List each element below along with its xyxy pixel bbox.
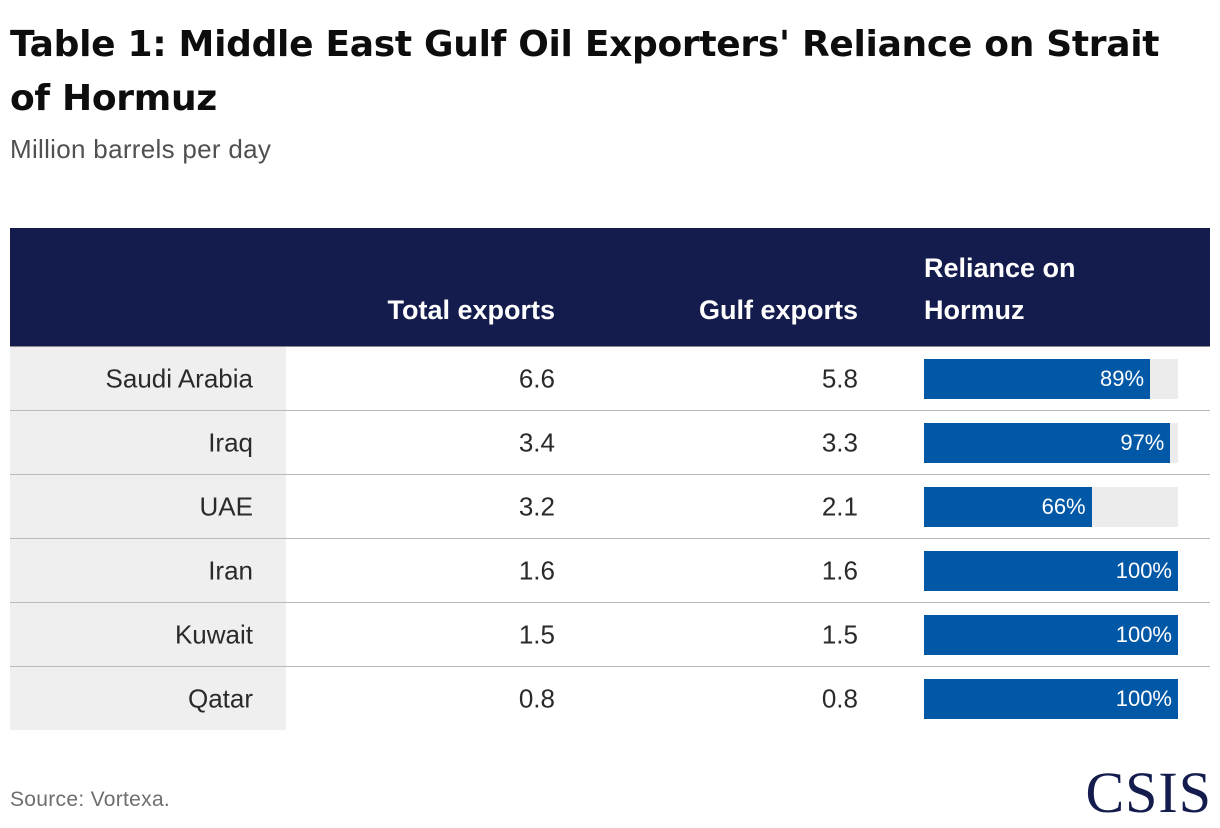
table-row: Kuwait 1.5 1.5 100% xyxy=(10,603,1210,667)
total-exports-value: 6.6 xyxy=(518,363,555,393)
table-row: Saudi Arabia 6.6 5.8 89% xyxy=(10,347,1210,411)
source-note: Source: Vortexa. xyxy=(10,788,171,811)
total-exports-value: 1.6 xyxy=(518,555,555,585)
reliance-bar-track: 66% xyxy=(924,486,1178,527)
country-cell: Iran xyxy=(10,539,286,602)
table-row: Iran 1.6 1.6 100% xyxy=(10,539,1210,603)
reliance-percent-label: 66% xyxy=(1041,493,1086,519)
reliance-percent-label: 97% xyxy=(1120,429,1165,455)
country-label: Kuwait xyxy=(174,619,253,649)
table-header: Total exports Gulf exports Reliance on H… xyxy=(10,228,1210,347)
total-exports-value: 3.4 xyxy=(518,427,555,457)
country-label: Iran xyxy=(208,555,253,585)
reliance-percent-label: 100% xyxy=(1115,557,1172,583)
country-label: Qatar xyxy=(187,683,253,713)
reliance-bar-track: 89% xyxy=(924,358,1178,399)
table-row: Qatar 0.8 0.8 100% xyxy=(10,667,1210,730)
chart-subtitle: Million barrels per day xyxy=(10,134,272,164)
data-table: Total exports Gulf exports Reliance on H… xyxy=(10,228,1210,730)
reliance-bar: 66% xyxy=(924,486,1092,527)
column-header-total-exports: Total exports xyxy=(387,295,555,325)
table-row: UAE 3.2 2.1 66% xyxy=(10,475,1210,539)
country-label: UAE xyxy=(199,491,253,521)
gulf-exports-value: 1.6 xyxy=(821,555,858,585)
chart-title: Table 1: Middle East Gulf Oil Exporters'… xyxy=(10,24,1160,119)
reliance-bar: 97% xyxy=(924,422,1171,463)
total-exports-value: 0.8 xyxy=(518,683,555,713)
table-row: Iraq 3.4 3.3 97% xyxy=(10,411,1210,475)
country-cell: Saudi Arabia xyxy=(10,347,286,410)
reliance-bar: 89% xyxy=(924,358,1151,399)
reliance-percent-label: 100% xyxy=(1115,685,1172,711)
column-header-gulf-exports: Gulf exports xyxy=(698,295,858,325)
country-cell: UAE xyxy=(10,475,286,538)
total-exports-value: 1.5 xyxy=(518,619,555,649)
gulf-exports-value: 0.8 xyxy=(821,683,858,713)
gulf-exports-value: 2.1 xyxy=(821,491,858,521)
csis-logo: CSIS xyxy=(1085,760,1212,825)
total-exports-value: 3.2 xyxy=(518,491,555,521)
reliance-bar-track: 97% xyxy=(924,422,1178,463)
country-cell: Kuwait xyxy=(10,603,286,666)
gulf-exports-value: 5.8 xyxy=(821,363,858,393)
country-cell: Qatar xyxy=(10,667,286,730)
column-header-reliance: Reliance on Hormuz xyxy=(924,253,1076,325)
table-body: Saudi Arabia 6.6 5.8 89% Iraq 3.4 3.3 97% UAE 3.2… xyxy=(10,347,1210,730)
reliance-bar: 100% xyxy=(924,678,1178,719)
gulf-exports-value: 1.5 xyxy=(821,619,858,649)
reliance-bar-track: 100% xyxy=(924,614,1178,655)
gulf-exports-value: 3.3 xyxy=(821,427,858,457)
reliance-percent-label: 89% xyxy=(1100,365,1145,391)
country-cell: Iraq xyxy=(10,411,286,474)
reliance-bar: 100% xyxy=(924,614,1178,655)
country-label: Iraq xyxy=(208,427,253,457)
reliance-bar-track: 100% xyxy=(924,678,1178,719)
reliance-percent-label: 100% xyxy=(1115,621,1172,647)
reliance-bar: 100% xyxy=(924,550,1178,591)
country-label: Saudi Arabia xyxy=(105,363,253,393)
reliance-bar-track: 100% xyxy=(924,550,1178,591)
